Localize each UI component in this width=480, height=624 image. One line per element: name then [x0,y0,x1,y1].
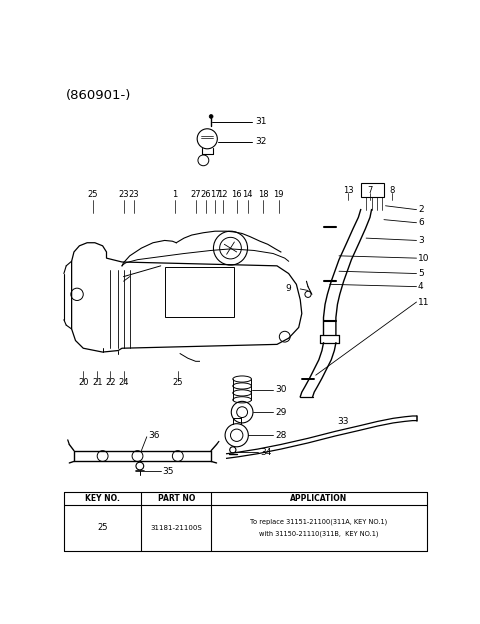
Text: 2: 2 [418,205,424,214]
Text: 26: 26 [200,190,211,198]
Text: 10: 10 [418,253,430,263]
Text: 11: 11 [418,298,430,306]
Text: 31: 31 [255,117,267,126]
Text: 30: 30 [276,385,287,394]
Text: 25: 25 [87,190,98,198]
Text: 1: 1 [172,190,177,198]
Text: 34: 34 [260,447,271,457]
Text: 12: 12 [217,190,228,198]
Text: 33: 33 [337,417,349,426]
Text: 16: 16 [231,190,242,198]
Circle shape [209,115,213,119]
Text: (860901-): (860901-) [66,89,132,102]
Text: 6: 6 [418,218,424,227]
Text: with 31150-21110(311B,  KEY NO.1): with 31150-21110(311B, KEY NO.1) [259,530,379,537]
Text: 23: 23 [128,190,139,198]
Text: 17: 17 [210,190,220,198]
Text: 20: 20 [78,378,88,388]
Text: 23: 23 [118,190,129,198]
Text: 24: 24 [118,378,129,388]
Text: 5: 5 [418,269,424,278]
Text: 14: 14 [242,190,253,198]
Text: 29: 29 [276,407,287,417]
Text: 9: 9 [285,285,291,293]
Text: 18: 18 [258,190,268,198]
Bar [165,267,234,318]
Text: 31181-21100S: 31181-21100S [150,525,202,530]
Text: 28: 28 [276,431,287,440]
Text: 35: 35 [162,467,174,476]
Text: 4: 4 [418,282,424,291]
Text: 8: 8 [389,186,395,195]
Text: 3: 3 [418,236,424,245]
Text: 7: 7 [367,186,372,195]
Text: 27: 27 [190,190,201,198]
Text: KEY NO.: KEY NO. [85,494,120,503]
Text: 13: 13 [343,186,354,195]
Text: 21: 21 [92,378,102,388]
Text: To replace 31151-21100(311A, KEY NO.1): To replace 31151-21100(311A, KEY NO.1) [250,518,387,525]
Text: 22: 22 [105,378,116,388]
Text: 32: 32 [255,137,267,147]
Text: 36: 36 [148,431,160,440]
Text: PART NO: PART NO [157,494,195,503]
Text: 25: 25 [97,523,108,532]
Bar [360,183,384,197]
Text: 25: 25 [172,378,183,388]
Text: APPLICATION: APPLICATION [290,494,348,503]
Text: 19: 19 [273,190,284,198]
